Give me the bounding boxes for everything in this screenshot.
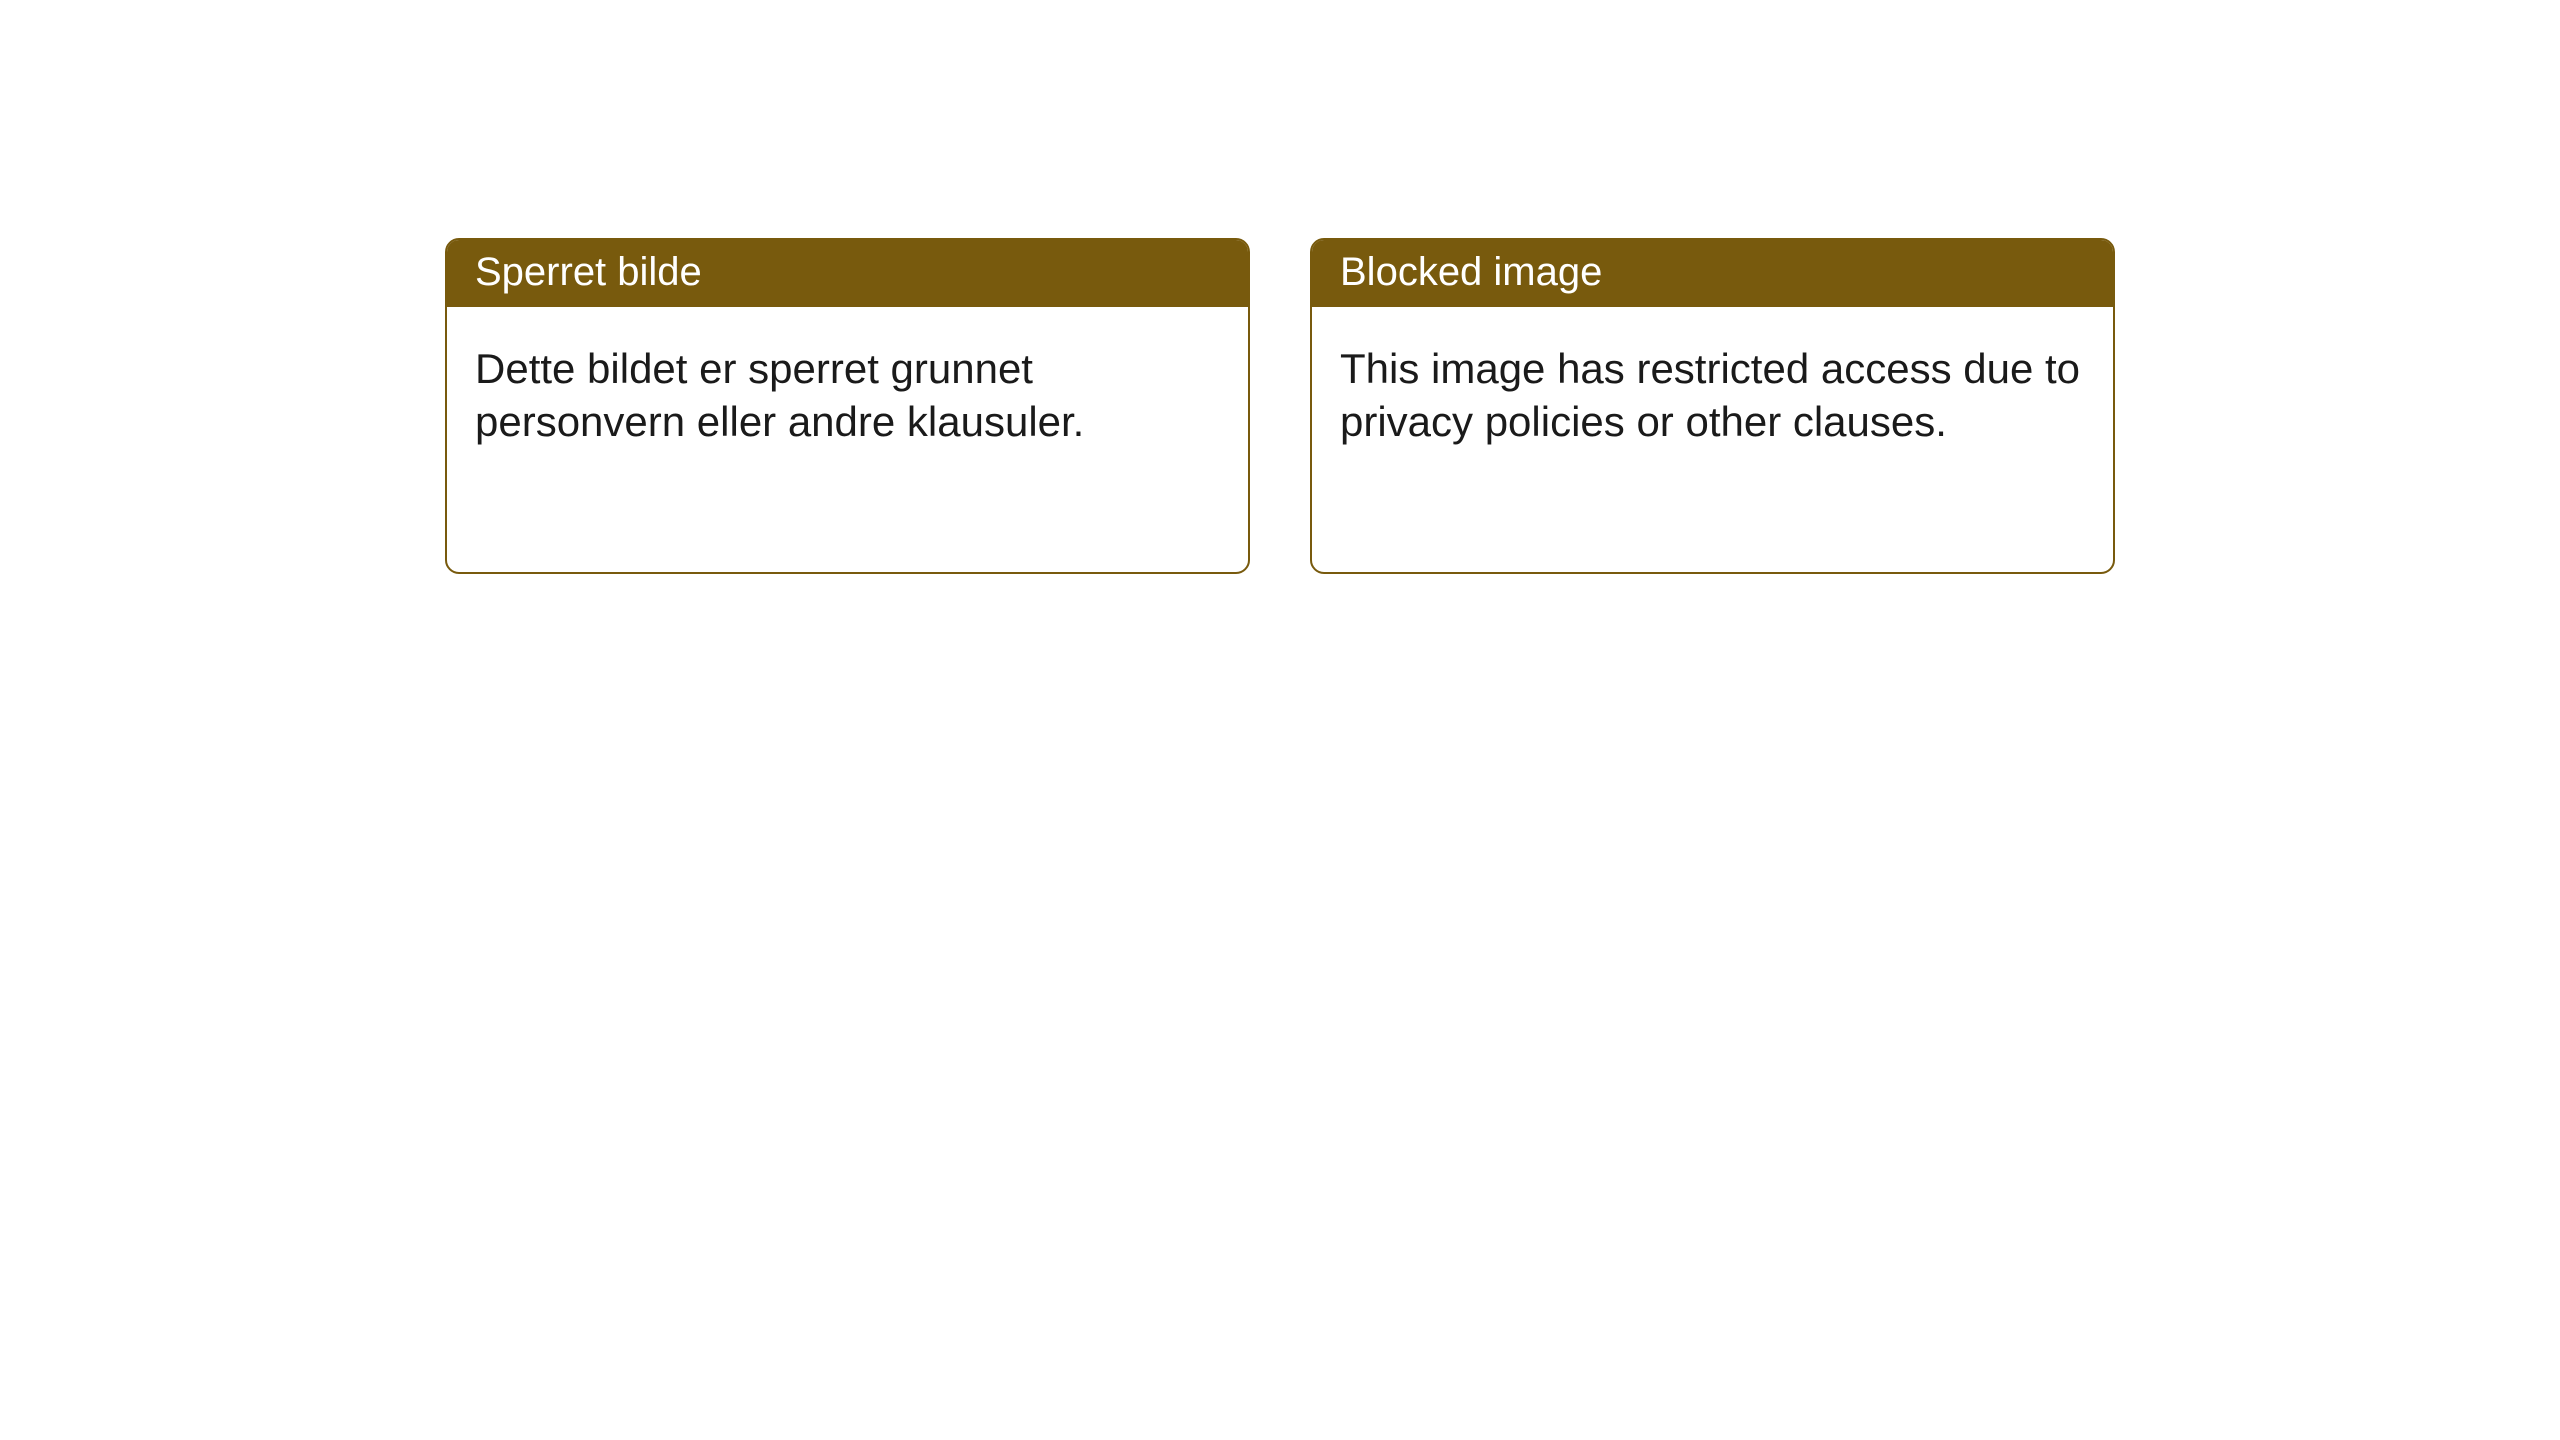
notice-title-norwegian: Sperret bilde	[447, 240, 1248, 307]
notice-card-norwegian: Sperret bilde Dette bildet er sperret gr…	[445, 238, 1250, 574]
notice-body-norwegian: Dette bildet er sperret grunnet personve…	[447, 307, 1248, 476]
notice-card-english: Blocked image This image has restricted …	[1310, 238, 2115, 574]
notice-title-english: Blocked image	[1312, 240, 2113, 307]
notice-body-english: This image has restricted access due to …	[1312, 307, 2113, 476]
notice-container: Sperret bilde Dette bildet er sperret gr…	[445, 238, 2115, 574]
